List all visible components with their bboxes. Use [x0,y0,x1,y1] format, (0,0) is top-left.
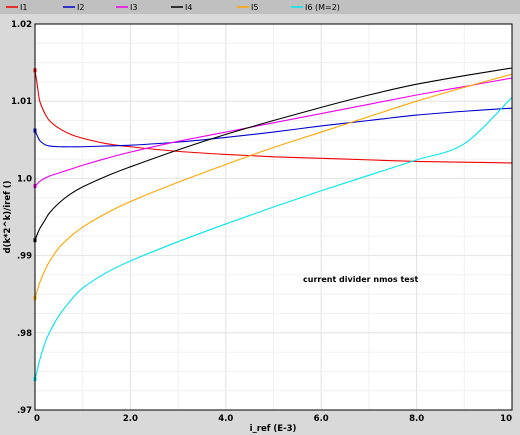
series-line-3 [34,77,513,187]
legend-label-4: I4 [185,3,192,12]
x-tick-label: 0 [34,414,40,424]
annotation: current divider nmos test [303,275,418,284]
legend-bar [0,0,520,14]
legend-label-2: I2 [77,3,84,12]
series-line-5 [34,73,513,299]
series-line-2 [34,107,513,148]
y-tick-label: 1.01 [11,97,32,107]
x-tick-label: 4.0 [218,414,233,424]
ticks: 0 2.0 4.0 6.0 8.0 10 .97 .98 .99 1.0 1.01 1.02 [11,20,512,424]
x-tick-label: 10 [500,414,512,424]
series-line-6 [34,96,513,380]
legend: I1 I2 I3 I4 I5 I6 (M=2) [6,3,340,12]
x-tick-label: 6.0 [314,414,329,424]
legend-label-6: I6 (M=2) [305,3,340,12]
legend-label-5: I5 [251,3,258,12]
x-tick-label: 2.0 [123,414,138,424]
y-tick-label: .99 [17,252,32,262]
x-tick-label: 8.0 [409,414,424,424]
legend-label-3: I3 [130,3,137,12]
plot-frame [34,23,513,411]
y-tick-label: 1.02 [11,20,32,30]
y-tick-label: .97 [17,406,32,416]
y-tick-label: .98 [17,329,32,339]
x-axis-title: i_ref (E-3) [250,424,297,434]
series-line-4 [34,67,513,241]
y-tick-label: 1.0 [17,174,32,184]
legend-label-1: I1 [20,3,27,12]
grid [34,23,513,411]
y-axis-title: d(k*2^k)/iref () [3,180,13,253]
